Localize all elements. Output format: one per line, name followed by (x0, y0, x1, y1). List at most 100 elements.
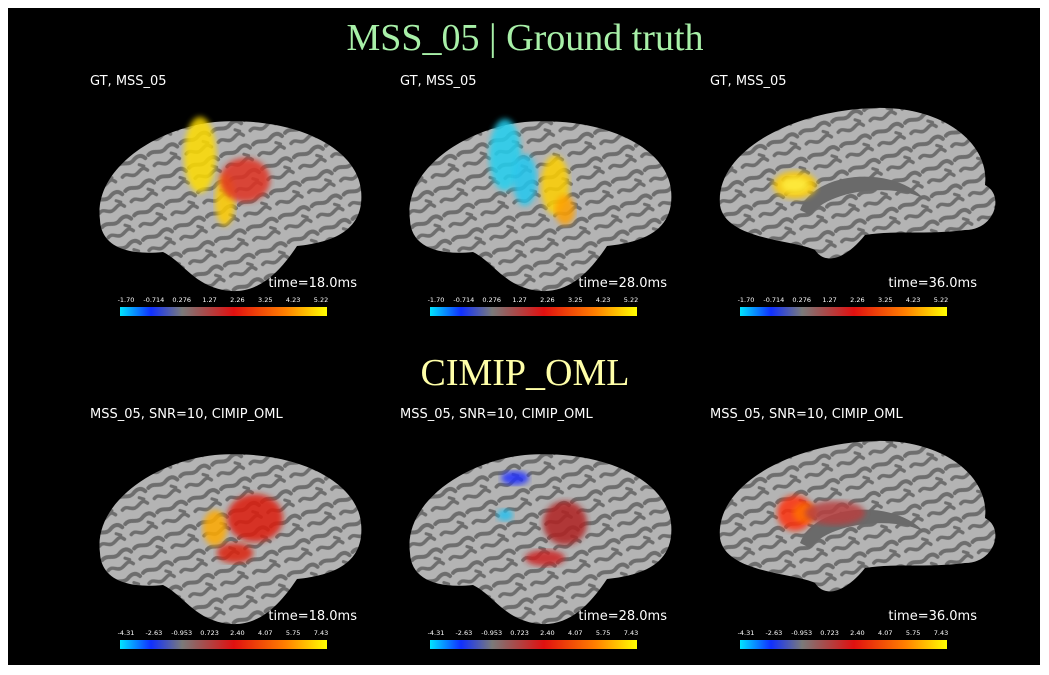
colorbar-tick-label: 5.22 (624, 296, 638, 304)
colorbar-tick-label: -0.953 (481, 629, 502, 637)
colorbar-tick-label: 5.22 (314, 296, 328, 304)
colorbar-tick-label: 1.27 (512, 296, 526, 304)
panel-label: MSS_05, SNR=10, CIMIP_OML (400, 407, 593, 422)
colorbar-tick-label: -0.714 (763, 296, 784, 304)
brain (99, 117, 362, 292)
panel: MSS_05, SNR=10, CIMIP_OML time=18.0ms -4.3… (90, 407, 362, 649)
colorbar-tick-label: 0.276 (482, 296, 501, 304)
brain-surface (409, 121, 672, 292)
brain (719, 440, 996, 592)
panel: MSS_05, SNR=10, CIMIP_OML time=36.0ms -4.3… (710, 407, 996, 649)
colorbar (120, 640, 327, 649)
colorbar-tick-label: 4.23 (596, 296, 610, 304)
colorbar-tick-label: -0.953 (791, 629, 812, 637)
colorbar-tick-label: 0.723 (510, 629, 529, 637)
section-title: CIMIP_OML (420, 352, 629, 394)
colorbar-tick-label: 0.276 (172, 296, 191, 304)
time-label: time=36.0ms (888, 609, 977, 624)
brain (719, 107, 996, 259)
colorbar-tick-label: 0.276 (792, 296, 811, 304)
colorbar-tick-label: -1.70 (118, 296, 135, 304)
colorbar-tick-label: -0.953 (171, 629, 192, 637)
colorbar (430, 640, 637, 649)
colorbar-tick-label: 4.07 (258, 629, 272, 637)
panel: GT, MSS_05 time=28.0ms -1.70 -0.714 0.276 1.2… (400, 74, 672, 316)
colorbar-tick-label: 2.40 (850, 629, 864, 637)
colorbar-tick-label: -2.63 (145, 629, 162, 637)
panel-label: GT, MSS_05 (710, 74, 787, 89)
time-label: time=18.0ms (268, 609, 357, 624)
colorbar-tick-label: 4.23 (906, 296, 920, 304)
colorbar-tick-label: 5.75 (596, 629, 610, 637)
panel: GT, MSS_05 time=18.0ms -1.70 -0.714 0.276 1.2… (90, 74, 362, 316)
activation (203, 510, 227, 546)
panel: GT, MSS_05 time=36.0ms -1.70 -0.714 0.276 1.2… (710, 74, 996, 316)
time-label: time=36.0ms (888, 276, 977, 291)
colorbar (430, 307, 637, 316)
colorbar-tick-label: 2.40 (540, 629, 554, 637)
colorbar-tick-label: 4.23 (286, 296, 300, 304)
content: MSS_05 | Ground truth GT, MSS_05 time=18.0… (90, 17, 996, 649)
colorbar-tick-label: 0.723 (200, 629, 219, 637)
colorbar-tick-label: 2.40 (230, 629, 244, 637)
colorbar-tick-label: -4.31 (738, 629, 755, 637)
brain (99, 454, 362, 625)
colorbar (740, 307, 947, 316)
activation (501, 471, 529, 485)
time-label: time=28.0ms (578, 276, 667, 291)
colorbar-tick-label: -0.714 (143, 296, 164, 304)
panel: MSS_05, SNR=10, CIMIP_OML time=28.0ms -4.3… (400, 407, 672, 649)
activation (525, 550, 565, 566)
activation (497, 509, 513, 521)
activation (184, 117, 216, 193)
brain-surface (409, 454, 672, 625)
section-title: MSS_05 | Ground truth (346, 17, 703, 59)
activation (489, 119, 521, 191)
panel-label: GT, MSS_05 (90, 74, 167, 89)
colorbar (120, 307, 327, 316)
colorbar-tick-label: -1.70 (428, 296, 445, 304)
colorbar-tick-label: 3.25 (878, 296, 892, 304)
colorbar-tick-label: 2.26 (540, 296, 554, 304)
colorbar-tick-label: -4.31 (118, 629, 135, 637)
panel-label: GT, MSS_05 (400, 74, 477, 89)
colorbar-tick-label: 1.27 (202, 296, 216, 304)
brain (409, 119, 672, 292)
colorbar-tick-label: -4.31 (428, 629, 445, 637)
panel-label: MSS_05, SNR=10, CIMIP_OML (710, 407, 903, 422)
brain-surface (99, 454, 362, 625)
colorbar-tick-label: 0.723 (820, 629, 839, 637)
activation (555, 195, 575, 225)
colorbar-tick-label: 4.07 (568, 629, 582, 637)
colorbar (740, 640, 947, 649)
colorbar-tick-label: 3.25 (568, 296, 582, 304)
colorbar-tick-label: 5.22 (934, 296, 948, 304)
corpus-callosum (800, 176, 925, 215)
activation (217, 543, 253, 563)
activation (220, 158, 270, 202)
activation (227, 494, 283, 542)
activation (805, 501, 865, 525)
activation (543, 501, 587, 545)
colorbar-tick-label: 2.26 (850, 296, 864, 304)
time-label: time=18.0ms (268, 276, 357, 291)
colorbar-tick-label: 3.25 (258, 296, 272, 304)
activation (513, 154, 537, 206)
colorbar-tick-label: 1.27 (822, 296, 836, 304)
activation (781, 177, 809, 193)
colorbar-tick-label: 2.26 (230, 296, 244, 304)
colorbar-tick-label: 4.07 (878, 629, 892, 637)
panel-label: MSS_05, SNR=10, CIMIP_OML (90, 407, 283, 422)
colorbar-tick-label: -2.63 (765, 629, 782, 637)
colorbar-tick-label: 5.75 (286, 629, 300, 637)
colorbar-tick-label: 7.43 (624, 629, 638, 637)
colorbar-tick-label: -2.63 (455, 629, 472, 637)
colorbar-tick-label: 7.43 (934, 629, 948, 637)
brain (409, 454, 672, 625)
colorbar-tick-label: 5.75 (906, 629, 920, 637)
colorbar-tick-label: -0.714 (453, 296, 474, 304)
colorbar-tick-label: -1.70 (738, 296, 755, 304)
time-label: time=28.0ms (578, 609, 667, 624)
